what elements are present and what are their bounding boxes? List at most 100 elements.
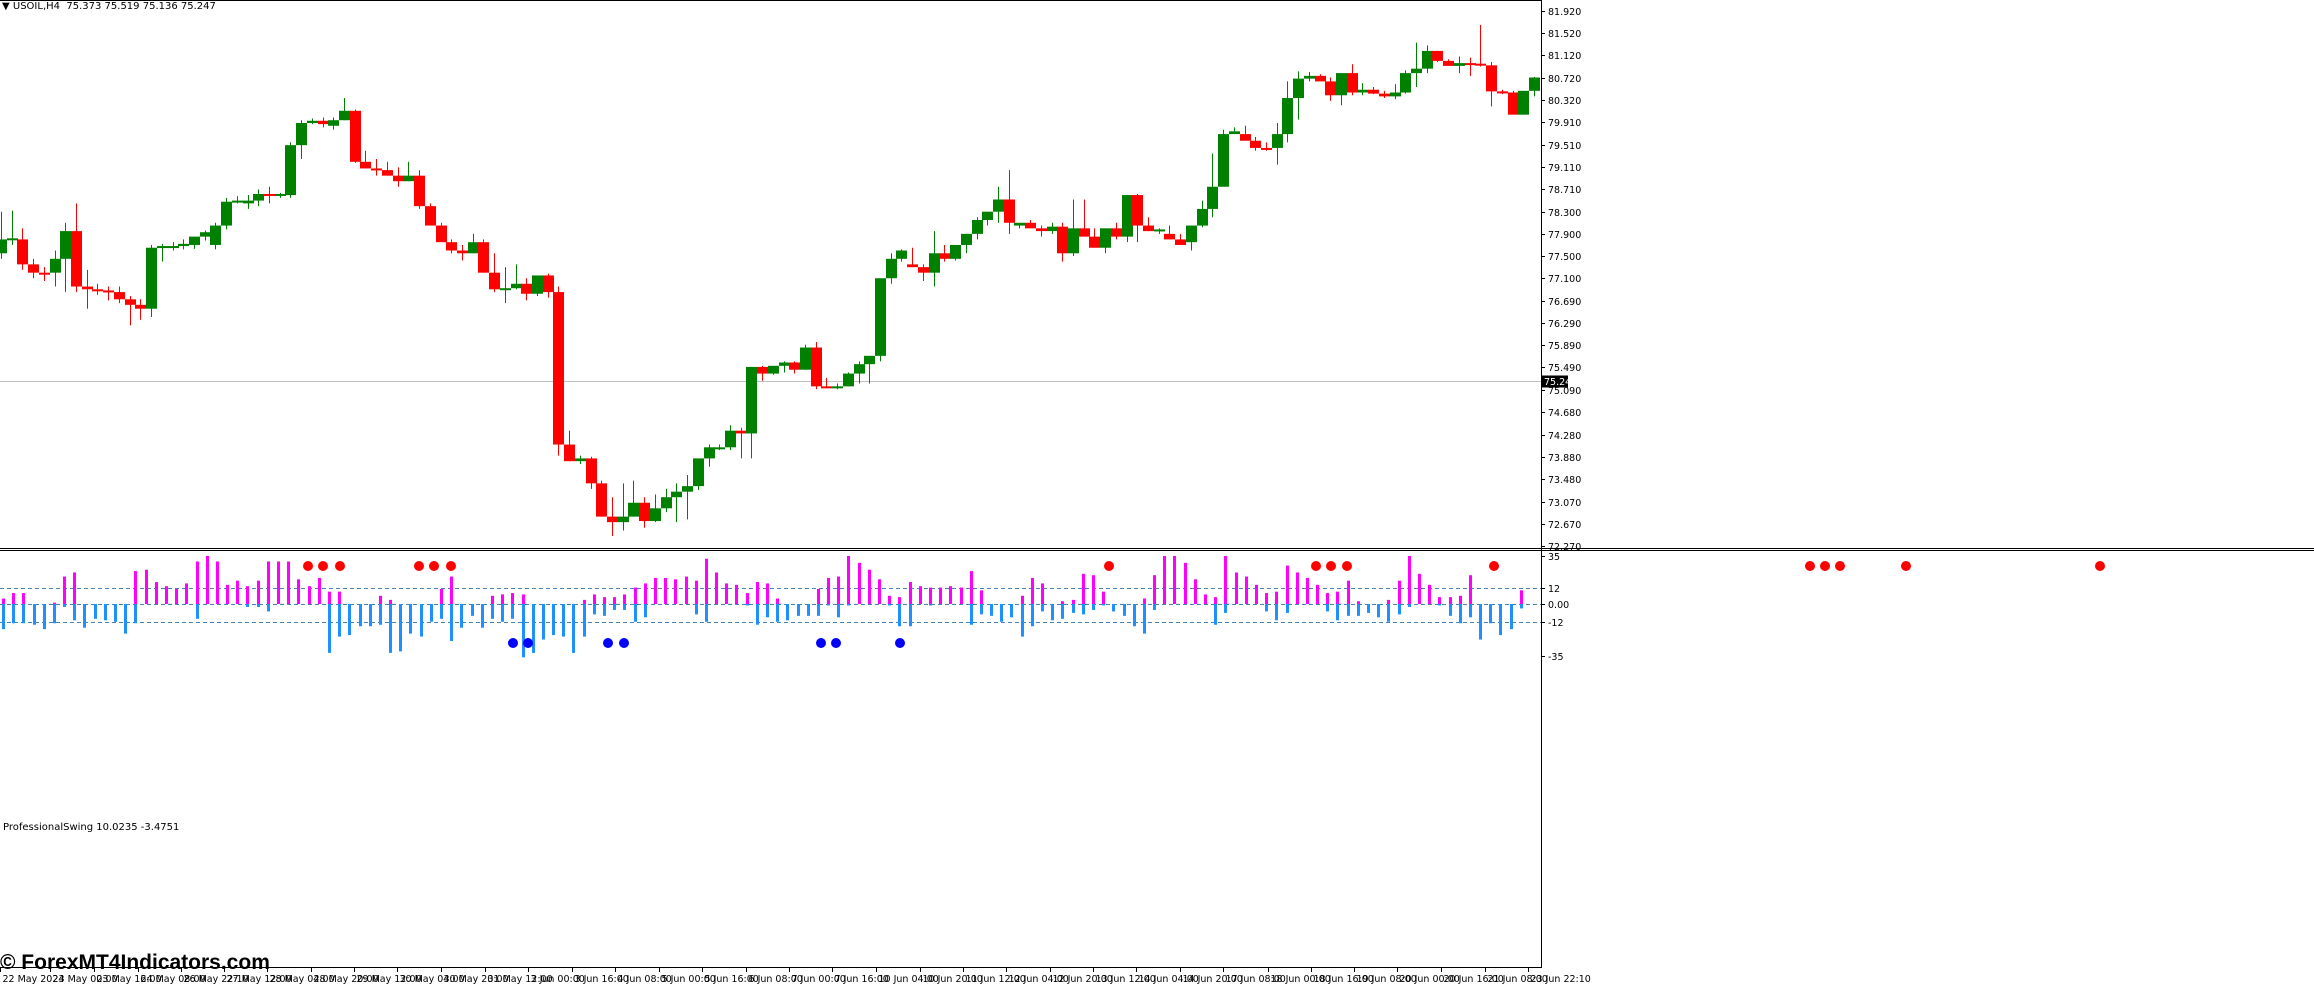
candle-body [671,491,682,498]
indicator-bar-negative [12,604,15,624]
indicator-bar-positive [685,576,688,604]
indicator-bar-negative [746,604,749,606]
candle-body [436,225,447,243]
candle-body [135,304,146,309]
candle-body [1057,226,1068,254]
candle-body [843,373,854,387]
price-tick-label: 74.680 [1548,408,1581,419]
candle-body [1250,140,1261,148]
indicator-bar-negative [888,604,891,606]
indicator-bar-negative [246,604,249,607]
indicator-bar-positive [1449,597,1452,604]
candle-body [575,458,586,462]
indicator-bar-positive [134,571,137,604]
indicator-bar-positive [1296,572,1299,604]
candle-body [82,286,93,290]
indicator-bar-positive [1469,575,1472,604]
indicator-bar-negative [817,604,820,616]
indicator-bar-positive [1072,599,1075,604]
indicator-bar-positive [1387,599,1390,604]
indicator-bar-negative [990,604,993,616]
price-tick-label: 72.270 [1548,542,1581,553]
indicator-bar-positive [960,587,963,604]
candle-body [682,486,693,492]
indicator-bar-negative [409,604,412,634]
indicator-bar-positive [1408,556,1411,604]
indicator-bar-negative [929,604,932,606]
indicator-bar-positive [297,579,300,604]
buy-signal-dot [816,638,826,648]
candle-body [318,120,329,125]
price-tick-label: 77.900 [1548,230,1581,241]
candle-body [1111,228,1122,237]
indicator-bar-positive [501,594,504,604]
sell-signal-dot [303,561,313,571]
indicator-bar-positive [277,561,280,604]
indicator-bar-negative [572,604,575,653]
candle-body [714,447,725,450]
time-tick-label: 21 Jun 08:00 [1488,974,1548,985]
indicator-bar-positive [1438,597,1441,604]
candle-body [1304,75,1315,79]
indicator-bar-positive [491,595,494,604]
candle-body [1175,239,1186,245]
candle-body [1400,73,1411,93]
time-tick-label: 23 May 16:00 [97,974,162,985]
candle-body [1325,81,1336,96]
indicator-bar-negative [53,604,56,624]
indicator-bar-positive [328,591,331,604]
indicator-bar-positive [1326,593,1329,604]
candle-body [189,236,200,245]
indicator-bar-positive [1194,579,1197,604]
sell-signal-dot [1104,561,1114,571]
indicator-bar-positive [674,579,677,604]
candle-body [543,275,554,293]
candle-body [511,283,522,289]
candle-body [982,211,993,221]
buy-signal-dot [508,638,518,648]
indicator-bar-negative [348,604,351,636]
indicator-tick-label: -35 [1548,652,1564,663]
indicator-bar-positive [287,561,290,604]
indicator-bar-negative [532,604,535,653]
indicator-bar-negative [1275,604,1278,621]
time-tick-label: 12 Jun 04:00 [1009,974,1069,985]
indicator-bar-positive [1184,562,1187,604]
candle-body [1454,63,1465,66]
indicator-bar-positive [1214,597,1217,604]
price-tick-label: 75.090 [1548,386,1581,397]
candle-body [1122,195,1133,237]
candle-body [736,430,747,434]
indicator-bar-positive [1418,573,1421,604]
price-tick-label: 80.320 [1548,96,1581,107]
indicator-bar-positive [450,576,453,604]
candle-body [650,508,661,522]
candle-body [1518,90,1529,115]
time-tick-label: 31 May 12:00 [488,974,553,985]
indicator-bar-positive [1520,590,1523,604]
price-tick-label: 78.300 [1548,208,1581,219]
indicator-bar-positive [522,594,525,604]
price-tick-label: 81.120 [1548,51,1581,62]
time-tick-label: 17 Jun 08:00 [1226,974,1286,985]
candle-body [1282,98,1293,135]
sell-signal-dot [2095,561,2105,571]
candle-body [886,258,897,279]
indicator-bar-negative [196,604,199,619]
indicator-bar-positive [145,569,148,604]
candle-body [1411,68,1422,74]
candle-body [768,365,779,374]
candle-body [371,168,382,171]
candle-body [285,145,296,196]
candle-body [1497,91,1508,94]
time-tick-label: 24 May 08:00 [141,974,206,985]
sell-signal-dot [1805,561,1815,571]
symbol-label: USOIL,H4 [12,1,61,12]
collapse-triangle-icon[interactable]: ▼ [2,1,10,12]
indicator-bar-positive [715,572,718,604]
candle-body [1368,89,1379,94]
indicator-bar-negative [1449,604,1452,616]
indicator-bar-positive [1245,576,1248,604]
